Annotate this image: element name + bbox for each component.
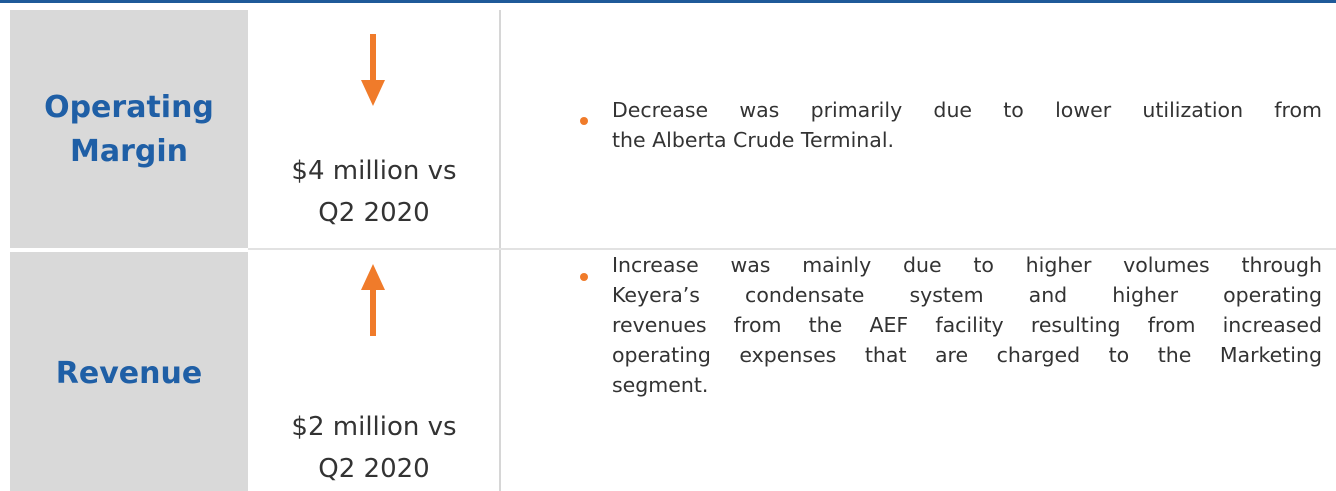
bullet-text: Increase was mainly due to higher volume… (612, 250, 1322, 400)
bullet-line: Decrease was primarily due to lower util… (612, 98, 1322, 122)
bullet-line: operating expenses that are charged to t… (612, 343, 1322, 367)
top-rule (0, 0, 1336, 3)
change-line: $4 million vs (291, 156, 457, 186)
bullet-line: revenues from the AEF facility resulting… (612, 313, 1322, 337)
bullet-line: the Alberta Crude Terminal. (612, 128, 895, 152)
row-divider (248, 248, 1336, 250)
label-line: Revenue (55, 356, 203, 391)
change-text: $4 million vs Q2 2020 (250, 150, 498, 234)
up-arrow (361, 264, 385, 336)
change-line: Q2 2020 (318, 198, 430, 228)
bullet-text: Decrease was primarily due to lower util… (612, 95, 1322, 155)
label-cell (10, 252, 248, 491)
bullet-line: segment. (612, 373, 709, 397)
bullet-line: Increase was mainly due to higher volume… (612, 253, 1322, 277)
label-cell (10, 10, 248, 248)
down-arrow (361, 34, 385, 106)
row-label: Operating Margin (10, 86, 248, 174)
bullet-dot (580, 273, 588, 281)
change-line: $2 million vs (291, 412, 457, 442)
label-line: Margin (69, 134, 188, 169)
change-line: Q2 2020 (318, 454, 430, 484)
row-label: Revenue (10, 352, 248, 396)
bullet-line: Keyera’s condensate system and higher op… (612, 283, 1322, 307)
change-text: $2 million vs Q2 2020 (250, 406, 498, 490)
label-line: Operating (44, 90, 214, 125)
column-divider (499, 10, 501, 491)
bullet-dot (580, 117, 588, 125)
